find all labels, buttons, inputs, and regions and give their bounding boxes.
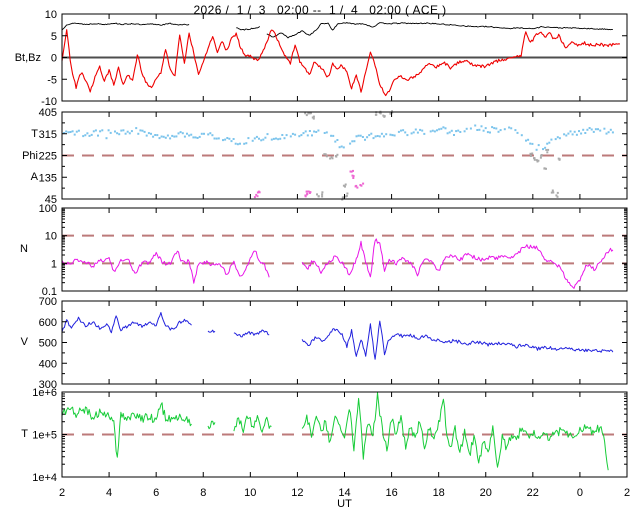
- panel-bt_bz: 10 5 0 -5 -10: [41, 9, 628, 108]
- x-tick-label: 4: [106, 487, 112, 499]
- x-tick-label: 22: [527, 487, 539, 499]
- x-tick-label: 10: [244, 487, 256, 499]
- panel-phi: 405 315 225 135 45: [39, 107, 628, 206]
- panel-label-bt-bz: Bt,Bz: [14, 52, 41, 64]
- panel-label-speed: V: [20, 336, 28, 348]
- y-tick-label: 45: [45, 194, 57, 206]
- x-tick-label: 2: [624, 487, 630, 499]
- x-tick-label: 20: [480, 487, 492, 499]
- y-tick-label: 0: [51, 53, 57, 65]
- panel-label-angle: A: [30, 171, 38, 183]
- y-tick-label: 1e+6: [32, 387, 57, 399]
- y-tick-label: 400: [39, 358, 57, 370]
- x-tick-label: 0: [577, 487, 583, 499]
- x-tick-label: 6: [153, 487, 159, 499]
- y-tick-label: 10: [45, 9, 57, 21]
- y-tick-label: 10: [45, 231, 57, 243]
- panel-label-density: N: [20, 243, 28, 255]
- y-tick-label: 100: [39, 203, 57, 215]
- y-tick-label: 1e+4: [32, 472, 57, 484]
- x-tick-label: 12: [291, 487, 303, 499]
- phi-angle-series: [63, 124, 614, 151]
- y-tick-label: 135: [39, 172, 57, 184]
- y-tick-label: -10: [41, 96, 57, 108]
- density-series: [61, 238, 614, 289]
- panel-density: 100 10 1 0.1: [39, 203, 628, 298]
- y-tick-label: 315: [39, 129, 57, 141]
- y-tick-label: 1: [51, 258, 57, 270]
- y-tick-label: -5: [47, 74, 57, 86]
- x-tick-label: 14: [338, 487, 350, 499]
- x-tick-label: 2: [59, 487, 65, 499]
- y-tick-label: 500: [39, 338, 57, 350]
- y-tick-label: 1e+5: [32, 430, 57, 442]
- bz-series: [61, 29, 620, 97]
- y-tick-label: 0.1: [42, 286, 57, 298]
- temperature-series: [61, 392, 609, 471]
- x-tick-label: 16: [385, 487, 397, 499]
- y-tick-label: 700: [39, 296, 57, 308]
- y-tick-label: 225: [39, 151, 57, 163]
- x-tick-label: 8: [200, 487, 206, 499]
- panel-label-theta: T: [31, 128, 38, 140]
- speed-series: [61, 312, 614, 360]
- x-axis-label: UT: [337, 498, 352, 510]
- panel-label-temperature: T: [21, 428, 28, 440]
- panel-speed: 700 600 500 400 300: [39, 296, 628, 391]
- panel-temperature: 1e+6 1e+5 1e+4: [32, 387, 628, 484]
- y-tick-label: 405: [39, 107, 57, 119]
- y-tick-label: 600: [39, 317, 57, 329]
- phi-pink-dots: [253, 169, 365, 199]
- x-tick-label: 18: [433, 487, 445, 499]
- panel-label-phi: Phi: [22, 150, 38, 162]
- y-tick-label: 300: [39, 379, 57, 391]
- y-tick-label: 5: [51, 31, 57, 43]
- bt-series: [61, 22, 613, 39]
